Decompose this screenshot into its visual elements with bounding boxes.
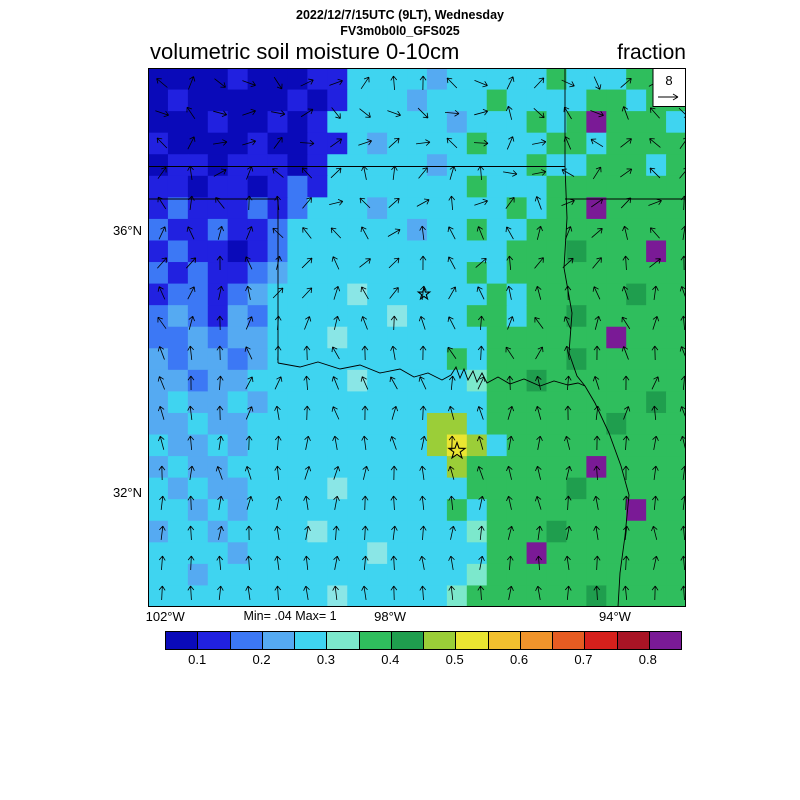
- colorbar-segment: [230, 632, 263, 649]
- colorbar-segment: [327, 632, 360, 649]
- wind-arrows: [155, 75, 686, 601]
- lat-tick-label: 32°N: [112, 484, 142, 500]
- colorbar-tick-label: 0.5: [445, 652, 464, 667]
- colorbar-labels: 0.1 0.2 0.3 0.4 0.5 0.6 0.7 0.8: [165, 652, 680, 668]
- colorbar-tick-label: 0.8: [638, 652, 657, 667]
- colorbar-segment: [391, 632, 424, 649]
- colorbar-tick-label: 0.4: [381, 652, 400, 667]
- reference-arrow-value: 8: [665, 73, 672, 88]
- colorbar-segment: [617, 632, 650, 649]
- colorbar-segment: [585, 632, 618, 649]
- star-marker: [447, 440, 467, 460]
- colorbar-segment: [649, 632, 681, 649]
- colorbar-segment: [424, 632, 457, 649]
- colorbar: [165, 631, 682, 650]
- colorbar-segment: [198, 632, 231, 649]
- lon-tick-label: 102°W: [145, 609, 185, 624]
- colorbar-segment: [456, 632, 489, 649]
- lon-tick-label: 98°W: [374, 609, 407, 624]
- soil-moisture-map: 8: [148, 68, 686, 607]
- colorbar-segment: [359, 632, 392, 649]
- reference-arrow-icon: [658, 93, 679, 101]
- colorbar-tick-label: 0.3: [316, 652, 335, 667]
- lat-tick-label: 36°N: [112, 222, 142, 238]
- star-marker: [416, 286, 432, 301]
- colorbar-segment: [488, 632, 521, 649]
- colorbar-tick-label: 0.2: [252, 652, 271, 667]
- reference-arrow-box: 8: [652, 68, 686, 107]
- units-label: fraction: [617, 41, 686, 64]
- minmax-label: Min= .04 Max= 1: [243, 609, 337, 623]
- heatmap-cells: [148, 68, 686, 607]
- colorbar-segment: [166, 632, 199, 649]
- map-frame: [148, 68, 686, 607]
- colorbar-tick-label: 0.7: [574, 652, 593, 667]
- colorbar-tick-label: 0.1: [188, 652, 207, 667]
- colorbar-segment: [520, 632, 553, 649]
- colorbar-segment: [295, 632, 328, 649]
- colorbar-tick-label: 0.6: [510, 652, 529, 667]
- model-run-line: FV3m0b0l0_GFS025: [340, 24, 460, 38]
- lon-tick-label: 94°W: [599, 609, 631, 624]
- timestamp-line: 2022/12/7/15UTC (9LT), Wednesday: [296, 8, 504, 22]
- colorbar-segment: [553, 632, 586, 649]
- plot-title: volumetric soil moisture 0-10cm: [150, 39, 460, 64]
- colorbar-segment: [262, 632, 295, 649]
